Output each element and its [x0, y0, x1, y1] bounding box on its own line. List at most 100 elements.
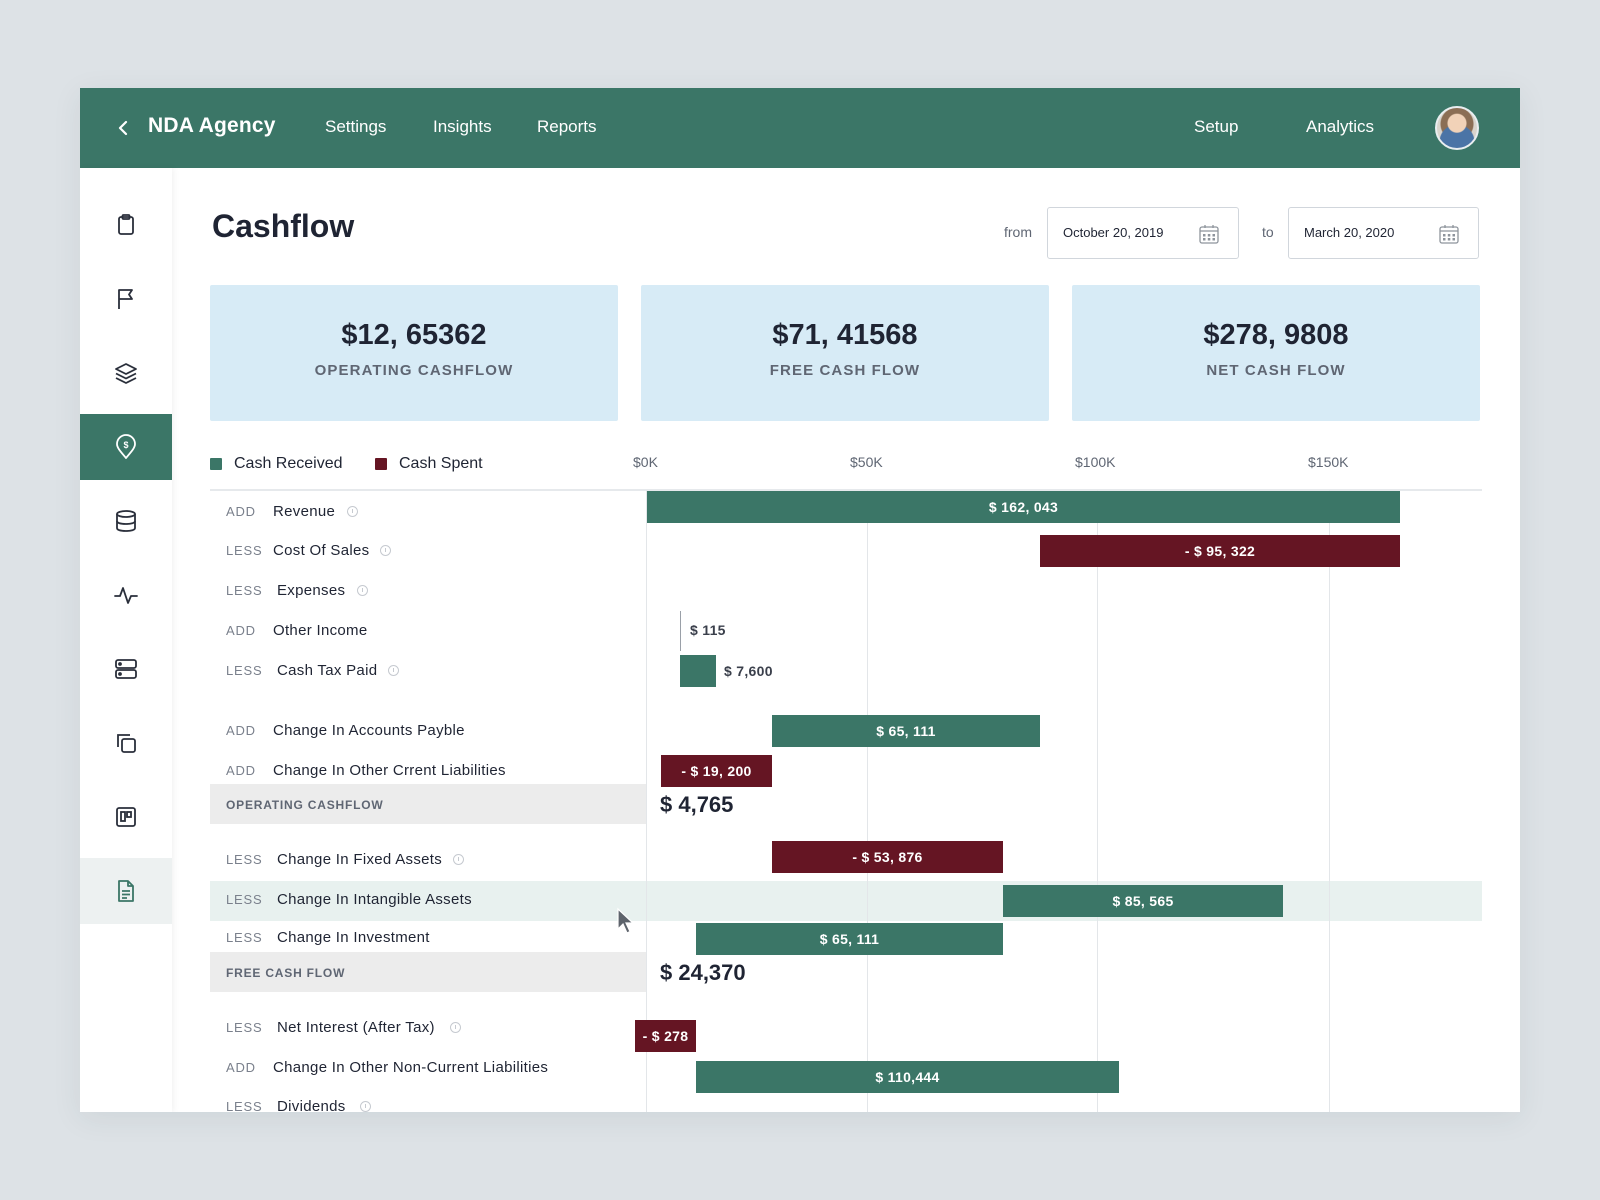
legend-swatch-received	[210, 458, 222, 470]
kpi-value: $12, 65362	[341, 319, 487, 351]
sidebar-item-layers[interactable]	[80, 340, 172, 406]
axis-tick: $0K	[633, 454, 658, 470]
svg-text:$: $	[123, 440, 128, 450]
nav-analytics[interactable]: Analytics	[1306, 117, 1375, 136]
sidebar-item-flag[interactable]	[80, 266, 172, 332]
kpi-label: NET CASH FLOW	[1206, 362, 1346, 379]
kpi-free-cash-flow: $71, 41568 FREE CASH FLOW	[641, 285, 1049, 421]
bar-intangible-assets[interactable]: $ 85, 565	[1003, 885, 1283, 917]
bar-net-interest[interactable]: - $ 278	[635, 1020, 696, 1052]
calendar-icon[interactable]	[1438, 223, 1460, 245]
row-label: Revenue	[273, 503, 336, 520]
bar-revenue[interactable]: $ 162, 043	[647, 491, 1400, 523]
nav-insights[interactable]: Insights	[433, 117, 492, 136]
info-icon[interactable]	[357, 585, 368, 596]
sidebar-item-activity[interactable]	[80, 562, 172, 628]
row-type: LESS	[226, 930, 263, 945]
sidebar: $	[80, 168, 172, 1112]
sidebar-item-database[interactable]	[80, 488, 172, 554]
section-value: $ 4,765	[660, 792, 734, 817]
bar-other-income[interactable]	[680, 611, 681, 651]
info-icon[interactable]	[453, 854, 464, 865]
axis-tick: $150K	[1308, 454, 1349, 470]
row-label: Dividends	[277, 1098, 346, 1112]
clipboard-icon	[118, 214, 134, 235]
mouse-cursor-icon	[617, 907, 635, 934]
row-type: LESS	[226, 663, 263, 678]
row-type: LESS	[226, 852, 263, 867]
row-type: ADD	[226, 1060, 256, 1075]
sidebar-item-server[interactable]	[80, 636, 172, 702]
axis-tick: $100K	[1075, 454, 1116, 470]
section-operating-cashflow	[210, 784, 646, 824]
flag-icon	[118, 289, 133, 309]
row-label: Change In Intangible Assets	[277, 891, 472, 908]
gridline	[1329, 490, 1330, 1112]
from-date-value: October 20, 2019	[1063, 225, 1164, 240]
brand-name[interactable]: NDA Agency	[148, 114, 276, 137]
info-icon[interactable]	[380, 545, 391, 556]
kpi-value: $71, 41568	[772, 319, 918, 351]
row-label: Expenses	[277, 582, 346, 599]
zero-gridline	[646, 490, 647, 1112]
row-label: Change In Other Non-Current Liabilities	[273, 1059, 549, 1076]
bar-non-current-liabilities[interactable]: $ 110,444	[696, 1061, 1119, 1093]
chevron-left-icon[interactable]	[112, 114, 138, 142]
info-icon[interactable]	[347, 506, 358, 517]
from-date-field[interactable]: October 20, 2019	[1047, 207, 1239, 259]
bar-fixed-assets[interactable]: - $ 53, 876	[772, 841, 1003, 873]
bar-investment[interactable]: $ 65, 111	[696, 923, 1003, 955]
copy-icon	[117, 734, 136, 753]
sidebar-item-document[interactable]	[80, 858, 172, 924]
row-type: ADD	[226, 623, 256, 638]
sidebar-item-kanban[interactable]	[80, 784, 172, 850]
dollar-pin-icon: $	[116, 434, 136, 459]
legend-swatch-spent	[375, 458, 387, 470]
layers-icon	[115, 363, 137, 384]
bar-value-label: $ 7,600	[724, 663, 773, 679]
info-icon[interactable]	[360, 1101, 371, 1112]
user-avatar[interactable]	[1435, 106, 1479, 150]
row-label: Cost Of Sales	[273, 542, 370, 559]
bar-cash-tax-paid[interactable]	[680, 655, 716, 687]
nav-setup[interactable]: Setup	[1194, 117, 1239, 136]
kpi-value: $278, 9808	[1203, 319, 1349, 351]
to-date-value: March 20, 2020	[1304, 225, 1395, 240]
kpi-label: FREE CASH FLOW	[769, 362, 921, 379]
sidebar-item-cashflow[interactable]: $	[80, 414, 172, 480]
sidebar-item-clipboard[interactable]	[80, 192, 172, 258]
row-type: LESS	[226, 543, 263, 558]
nav-settings[interactable]: Settings	[325, 117, 387, 136]
section-label: FREE CASH FLOW	[226, 966, 346, 980]
kanban-icon	[116, 807, 136, 827]
section-free-cash-flow	[210, 952, 646, 992]
document-icon	[118, 880, 134, 902]
axis-tick: $50K	[850, 454, 883, 470]
row-label: Change In Accounts Payble	[273, 722, 465, 739]
page-title: Cashflow	[212, 208, 355, 244]
sidebar-item-copy[interactable]	[80, 710, 172, 776]
row-type: LESS	[226, 1099, 263, 1112]
to-date-field[interactable]: March 20, 2020	[1288, 207, 1479, 259]
info-icon[interactable]	[388, 665, 399, 676]
nav-reports[interactable]: Reports	[537, 117, 597, 136]
section-label: OPERATING CASHFLOW	[226, 798, 384, 812]
bar-accounts-payble[interactable]: $ 65, 111	[772, 715, 1040, 747]
row-label: Change In Other Crrent Liabilities	[273, 762, 506, 779]
row-type: ADD	[226, 763, 256, 778]
bar-other-current-liabilities[interactable]: - $ 19, 200	[661, 755, 772, 787]
legend-cash-received: Cash Received	[210, 455, 343, 473]
legend-cash-spent: Cash Spent	[375, 455, 483, 473]
axis-line	[210, 489, 1482, 491]
kpi-net-cash-flow: $278, 9808 NET CASH FLOW	[1072, 285, 1480, 421]
row-type: ADD	[226, 723, 256, 738]
bar-cost-of-sales[interactable]: - $ 95, 322	[1040, 535, 1400, 567]
app-window: NDA Agency Settings Insights Reports Set…	[80, 88, 1520, 1112]
row-label: Cash Tax Paid	[277, 662, 378, 679]
calendar-icon[interactable]	[1198, 223, 1220, 245]
row-type: LESS	[226, 892, 263, 907]
info-icon[interactable]	[450, 1022, 461, 1033]
row-label: Other Income	[273, 622, 368, 639]
row-label: Change In Investment	[277, 929, 430, 946]
gridline	[867, 490, 868, 1112]
